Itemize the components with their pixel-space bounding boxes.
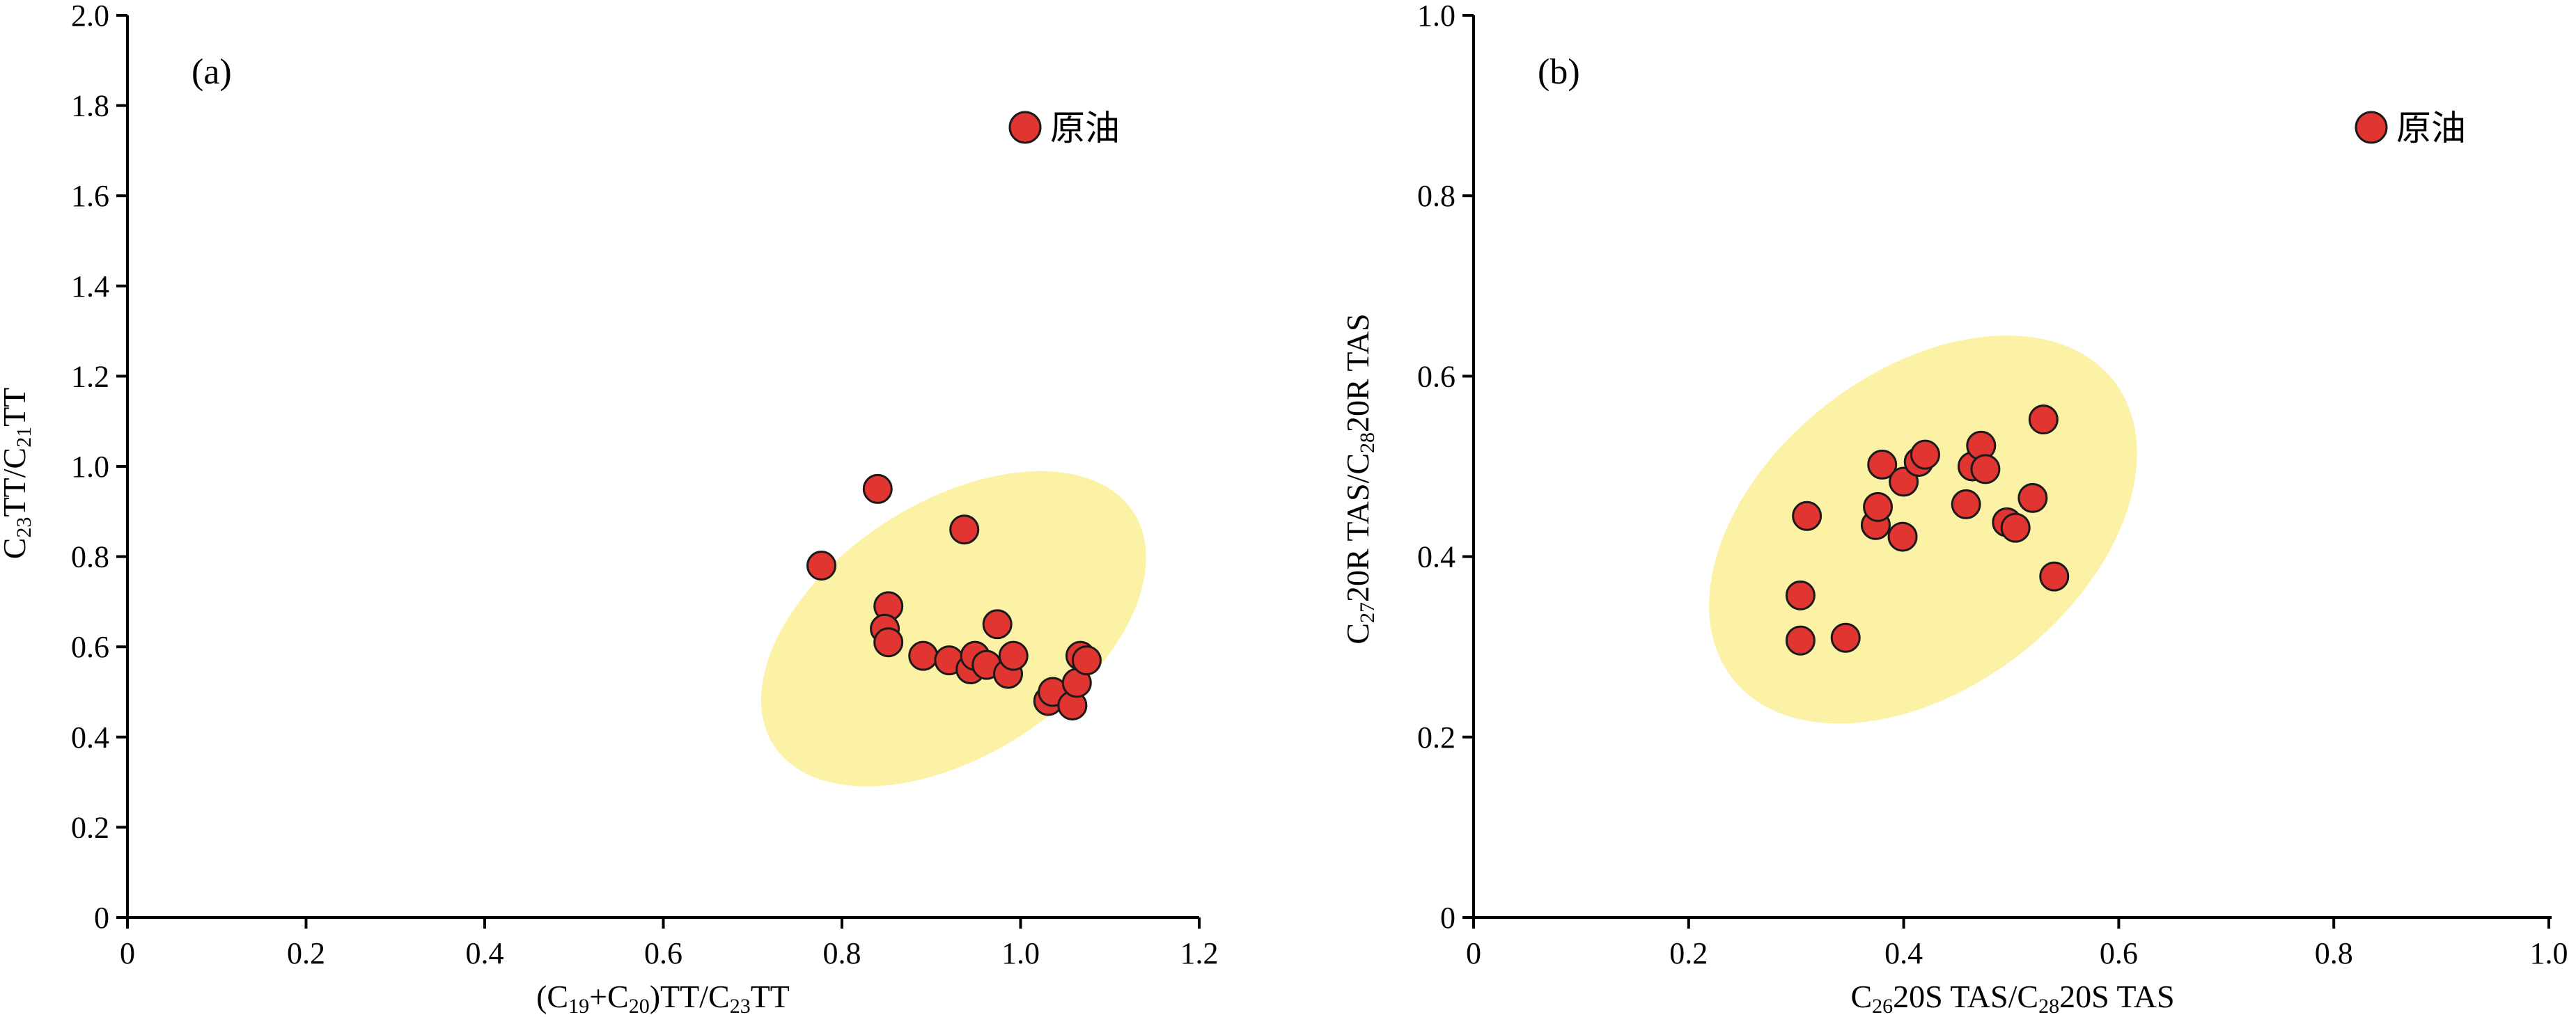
y-tick-label-b: 0.8 xyxy=(1417,179,1455,213)
legend-b: 原油 xyxy=(2355,108,2466,148)
y-tick-label-b: 0.4 xyxy=(1417,540,1455,574)
data-point-a xyxy=(806,551,837,581)
y-tick-label-b: 1.0 xyxy=(1417,0,1455,33)
data-point-b xyxy=(1970,454,2001,484)
data-point-b xyxy=(1910,439,1940,470)
data-point-a xyxy=(862,473,893,504)
y-axis-title-a: C23TT/C21TT xyxy=(0,388,36,560)
data-point-a xyxy=(1071,645,1102,676)
data-point-a xyxy=(873,627,904,658)
highlight-region-a xyxy=(760,471,1146,787)
x-axis-title-b: C2620S TAS/C2820S TAS xyxy=(1850,979,2174,1017)
y-tick-label-a: 0 xyxy=(94,901,109,935)
x-tick-label-b: 0.8 xyxy=(2315,936,2353,970)
data-point-b xyxy=(1785,625,1816,656)
data-point-b xyxy=(1863,491,1894,522)
x-tick-label-a: 1.2 xyxy=(1180,936,1219,970)
legend-label-a: 原油 xyxy=(1050,108,1120,148)
x-axis-title-a: (C19+C20)TT/C23TT xyxy=(536,979,790,1017)
y-tick-label-b: 0.2 xyxy=(1417,720,1455,755)
y-tick-label-a: 0.4 xyxy=(71,720,109,755)
x-tick-label-a: 0.4 xyxy=(466,936,504,970)
scatter-points-a xyxy=(806,473,1102,720)
data-point-b xyxy=(1889,466,1919,497)
panel-label-b: (b) xyxy=(1538,52,1580,92)
data-point-b xyxy=(1792,500,1822,531)
highlight-ellipse-b xyxy=(1709,335,2137,724)
x-tick-label-a: 0.6 xyxy=(644,936,682,970)
highlight-ellipse-a xyxy=(760,471,1146,787)
y-tick-label-a: 1.8 xyxy=(71,89,109,123)
panel-label-a: (a) xyxy=(192,52,232,92)
data-point-b xyxy=(1785,580,1816,610)
data-point-b xyxy=(2000,512,2031,543)
data-point-b xyxy=(2017,482,2048,513)
axis-ticks-b: 0 0.2 0.4 0.6 0.8 1.0 0 0.2 0.4 0.6 0.8 1.0 xyxy=(1417,0,2568,970)
data-point-b xyxy=(1830,622,1861,653)
y-tick-label-a: 0.8 xyxy=(71,540,109,574)
y-tick-label-b: 0 xyxy=(1440,901,1455,935)
y-tick-label-b: 0.6 xyxy=(1417,359,1455,393)
highlight-region-b xyxy=(1709,335,2137,724)
axis-ticks-a: 0 0.2 0.4 0.6 0.8 1.0 1.2 0 0.2 0.4 0.6 0.8 1.0 1.2 1.… xyxy=(71,0,1219,970)
y-tick-label-a: 1.6 xyxy=(71,179,109,213)
legend-marker-b xyxy=(2355,111,2388,144)
y-tick-label-a: 0.6 xyxy=(71,630,109,664)
data-point-a xyxy=(998,640,1029,671)
data-point-a xyxy=(949,514,980,545)
x-tick-label-a: 0.8 xyxy=(823,936,861,970)
data-point-b xyxy=(1867,449,1898,480)
y-axis-title-b: C2720R TAS/C2820R TAS xyxy=(1340,313,1379,644)
x-tick-label-b: 0.6 xyxy=(2100,936,2138,970)
chart-panel-b: 0 0.2 0.4 0.6 0.8 1.000.20.40.60.81.0 (b) 原油 … xyxy=(1340,0,2568,1017)
legend-a: 原油 xyxy=(1008,108,1120,148)
x-tick-label-a: 0 xyxy=(120,936,135,970)
legend-label-b: 原油 xyxy=(2396,108,2466,148)
y-tick-label-a: 1.2 xyxy=(71,359,109,393)
x-tick-label-a: 1.0 xyxy=(1001,936,1040,970)
scatter-points-b xyxy=(1785,404,2070,656)
data-point-a xyxy=(908,640,939,671)
x-tick-label-b: 0 xyxy=(1466,936,1481,970)
x-tick-label-b: 0.4 xyxy=(1884,936,1923,970)
x-tick-label-a: 0.2 xyxy=(287,936,325,970)
y-tick-label-a: 2.0 xyxy=(71,0,109,33)
x-tick-label-b: 0.2 xyxy=(1669,936,1708,970)
legend-marker-a xyxy=(1008,111,1042,144)
x-tick-label-b: 1.0 xyxy=(2530,936,2568,970)
data-point-a xyxy=(982,609,1013,640)
data-point-b xyxy=(2028,404,2059,435)
data-point-b xyxy=(1951,489,1981,519)
data-point-b xyxy=(2039,561,2070,592)
y-tick-label-a: 0.2 xyxy=(71,810,109,844)
chart-panel-a: 0 0.2 0.4 0.6 0.8 1.0 1.2 0 0.2 0.4 0.6 0.8 1.0 1.2 1.… xyxy=(0,0,1219,1017)
y-tick-label-a: 1.0 xyxy=(71,450,109,484)
data-point-b xyxy=(1887,521,1918,552)
y-tick-label-a: 1.4 xyxy=(71,269,109,303)
